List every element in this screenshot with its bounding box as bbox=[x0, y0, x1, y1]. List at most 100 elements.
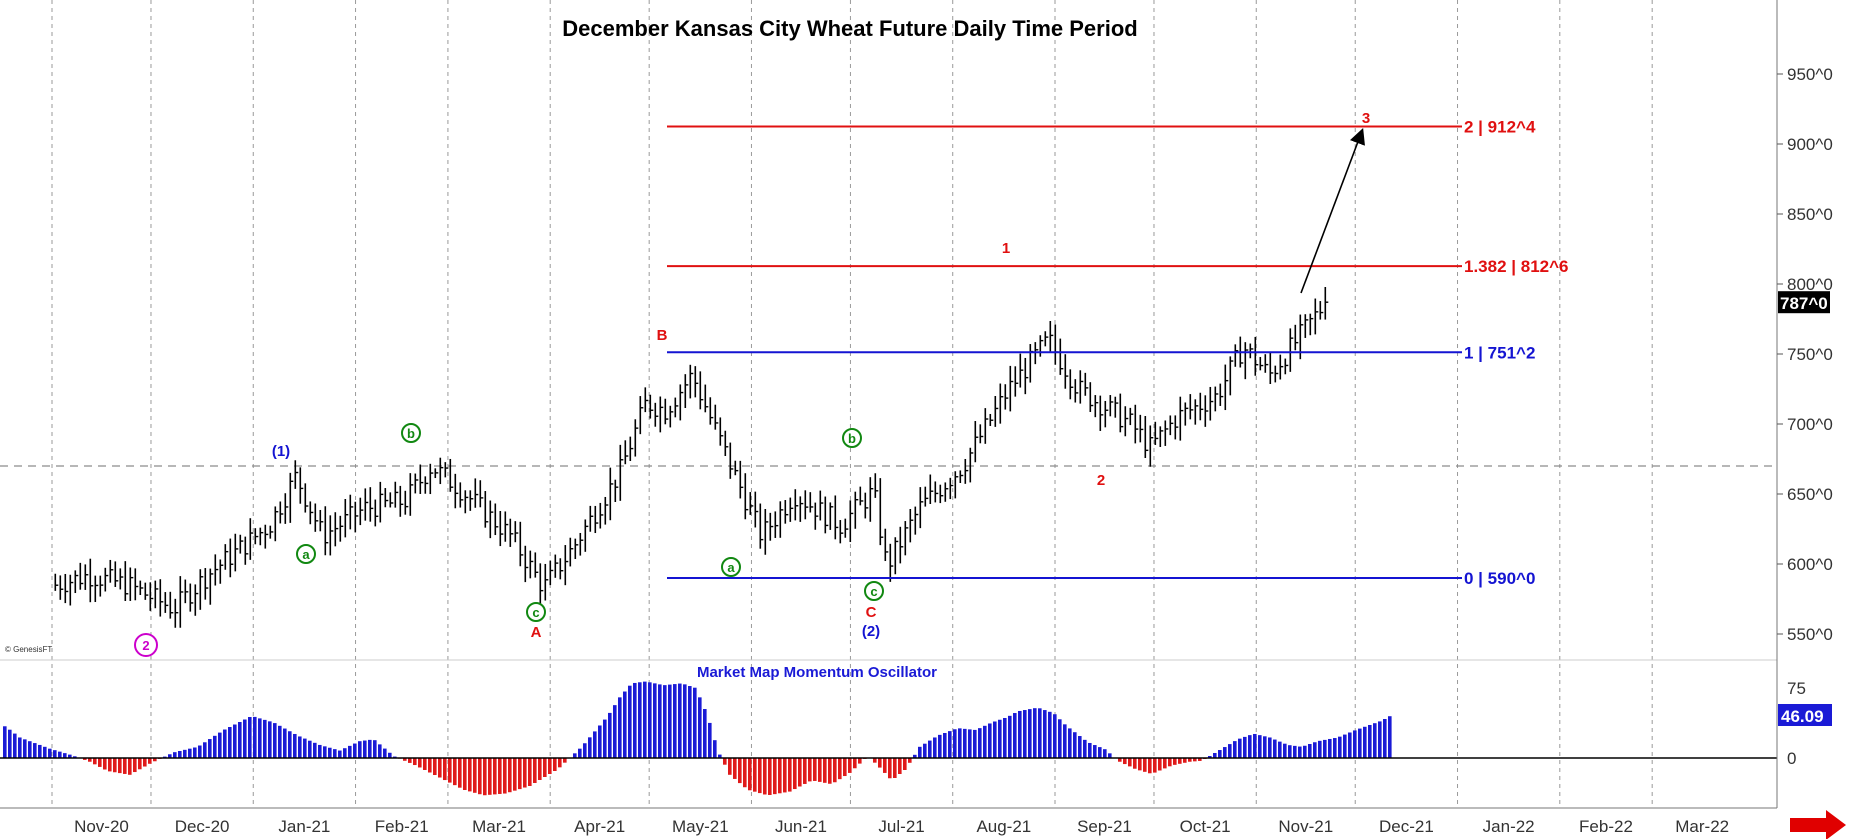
oscillator-bar bbox=[108, 758, 112, 772]
oscillator-bar bbox=[363, 740, 367, 758]
oscillator-bar bbox=[1243, 736, 1247, 758]
oscillator-bar bbox=[698, 697, 702, 758]
oscillator-bar bbox=[178, 751, 182, 758]
oscillator-bar bbox=[443, 758, 447, 781]
oscillator-bar bbox=[638, 682, 642, 758]
x-tick-label: Apr-21 bbox=[574, 817, 625, 836]
oscillator-bar bbox=[1148, 758, 1152, 774]
oscillator-bar bbox=[18, 737, 22, 758]
oscillator-bar bbox=[823, 758, 827, 783]
oscillator-bar bbox=[908, 758, 912, 763]
wave-label: A bbox=[531, 624, 542, 641]
oscillator-bar bbox=[13, 733, 17, 758]
x-tick-label: Mar-21 bbox=[472, 817, 526, 836]
oscillator-bar bbox=[593, 731, 597, 758]
oscillator-bar bbox=[148, 758, 152, 764]
oscillator-bar bbox=[1048, 711, 1052, 758]
oscillator-bar bbox=[48, 748, 52, 758]
oscillator-bar bbox=[463, 758, 467, 791]
oscillator-bar bbox=[433, 758, 437, 776]
oscillator-bar bbox=[883, 758, 887, 773]
oscillator-bar bbox=[663, 685, 667, 758]
oscillator-bar bbox=[553, 758, 557, 771]
oscillator-bar bbox=[683, 684, 687, 758]
oscillator-bar bbox=[243, 719, 247, 758]
oscillator-bar bbox=[808, 758, 812, 782]
chart-title: December Kansas City Wheat Future Daily … bbox=[562, 16, 1137, 41]
oscillator-bar bbox=[283, 728, 287, 758]
oscillator-bar bbox=[453, 758, 457, 786]
oscillator-bar bbox=[483, 758, 487, 796]
oscillator-bar bbox=[183, 749, 187, 758]
x-tick-label: Nov-20 bbox=[74, 817, 129, 836]
oscillator-bar bbox=[1033, 708, 1037, 758]
oscillator-bar bbox=[198, 745, 202, 758]
y-tick-label: 950^0 bbox=[1787, 65, 1833, 84]
oscillator-bar bbox=[1278, 741, 1282, 758]
wave-label: 2 bbox=[1097, 472, 1105, 489]
oscillator-bar bbox=[753, 758, 757, 792]
oscillator-bar bbox=[873, 758, 877, 763]
oscillator-bar bbox=[1043, 710, 1047, 758]
oscillator-bar bbox=[118, 758, 122, 774]
oscillator-bar bbox=[1273, 739, 1277, 758]
oscillator-bar bbox=[8, 729, 12, 758]
x-tick-label: Dec-21 bbox=[1379, 817, 1434, 836]
oscillator-bar bbox=[138, 758, 142, 770]
oscillator-bar bbox=[818, 758, 822, 782]
oscillator-bar bbox=[888, 758, 892, 779]
oscillator-bar bbox=[1388, 716, 1392, 758]
circled-label: b bbox=[848, 431, 856, 446]
projection-arrow bbox=[1300, 128, 1365, 294]
oscillator-bar bbox=[213, 735, 217, 758]
oscillator-bar bbox=[1028, 709, 1032, 758]
oscillator-bar bbox=[923, 743, 927, 758]
x-tick-label: Feb-21 bbox=[375, 817, 429, 836]
oscillator-bar bbox=[418, 758, 422, 768]
oscillator-bar bbox=[978, 728, 982, 758]
oscillator-bar bbox=[788, 758, 792, 792]
oscillator-bar bbox=[1323, 739, 1327, 758]
oscillator-bar bbox=[673, 684, 677, 758]
oscillator-bar bbox=[218, 732, 222, 758]
x-tick-label: Jul-21 bbox=[878, 817, 924, 836]
oscillator-bar bbox=[208, 739, 212, 758]
oscillator-bar bbox=[903, 758, 907, 770]
oscillator-bar bbox=[1173, 758, 1177, 765]
oscillator-bar bbox=[798, 758, 802, 787]
oscillator-bar bbox=[68, 754, 72, 758]
oscillator-bar bbox=[133, 758, 137, 773]
wave-label: B bbox=[657, 327, 668, 344]
oscillator-bar bbox=[1378, 721, 1382, 758]
oscillator-bar bbox=[948, 731, 952, 758]
oscillator-bar bbox=[688, 686, 692, 758]
wave-label: (1) bbox=[272, 443, 290, 460]
wave-label: 1 bbox=[1002, 240, 1010, 257]
oscillator-bar bbox=[38, 744, 42, 758]
oscillator-bar bbox=[333, 749, 337, 758]
circled-label: a bbox=[302, 547, 310, 562]
circled-label: c bbox=[870, 584, 877, 599]
oscillator-value-badge bbox=[1778, 703, 1832, 726]
oscillator-bar bbox=[878, 758, 882, 768]
oscillator-bar bbox=[3, 726, 7, 758]
circled-label: b bbox=[407, 426, 415, 441]
oscillator-bar bbox=[893, 758, 897, 778]
oscillator-bar bbox=[943, 732, 947, 758]
oscillator-bar bbox=[728, 758, 732, 775]
oscillator-bar bbox=[263, 719, 267, 758]
oscillator-value-label: 46.09 bbox=[1781, 707, 1824, 726]
oscillator-bar bbox=[288, 731, 292, 758]
osc-y-tick-label: 0 bbox=[1787, 749, 1796, 768]
oscillator-bar bbox=[843, 758, 847, 777]
oscillator-bar bbox=[618, 697, 622, 758]
oscillator-bar bbox=[233, 724, 237, 758]
oscillator-bar bbox=[1228, 744, 1232, 758]
oscillator-bar bbox=[1058, 719, 1062, 758]
oscillator-bar bbox=[1183, 758, 1187, 763]
oscillator-bar bbox=[423, 758, 427, 770]
oscillator-bar bbox=[1358, 728, 1362, 758]
oscillator-bar bbox=[103, 758, 107, 770]
